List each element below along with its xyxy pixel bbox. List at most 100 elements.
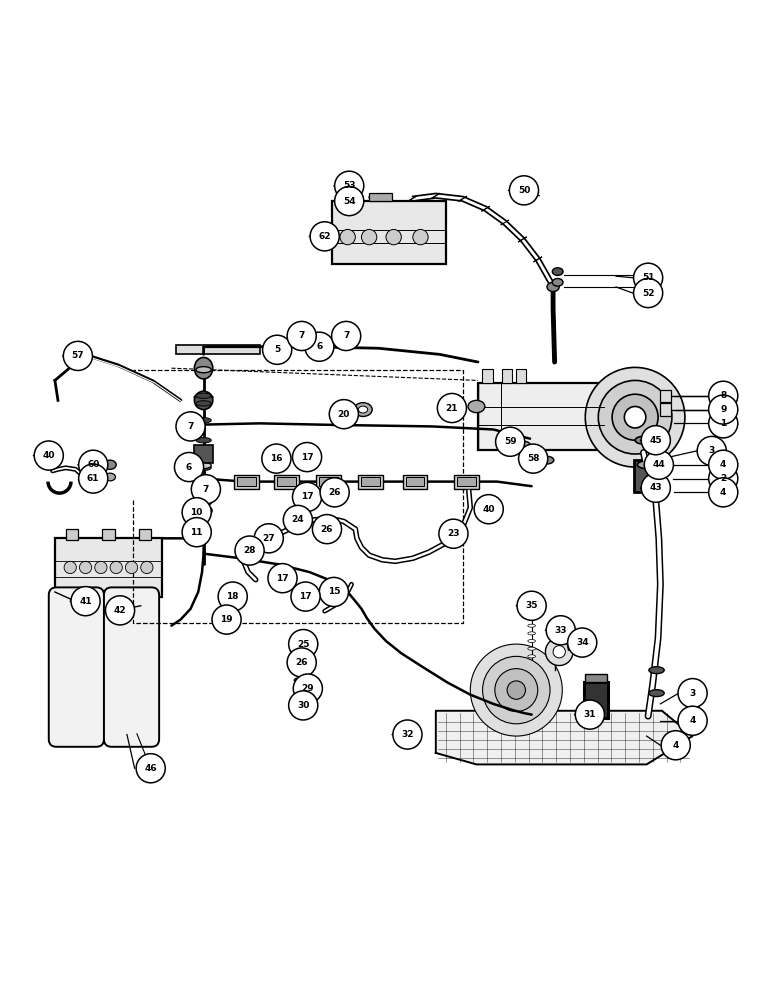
Circle shape <box>470 644 562 736</box>
Circle shape <box>612 394 658 440</box>
Circle shape <box>313 515 341 544</box>
Circle shape <box>289 630 318 659</box>
FancyBboxPatch shape <box>478 383 604 450</box>
Ellipse shape <box>547 282 559 292</box>
Text: 17: 17 <box>301 453 313 462</box>
Ellipse shape <box>528 647 536 650</box>
Circle shape <box>293 482 322 511</box>
Circle shape <box>678 679 707 708</box>
Circle shape <box>340 229 355 245</box>
Circle shape <box>174 452 204 482</box>
Circle shape <box>106 596 134 625</box>
Circle shape <box>64 561 76 574</box>
Circle shape <box>296 679 317 699</box>
Bar <box>660 390 671 402</box>
Bar <box>482 369 493 383</box>
Circle shape <box>495 669 538 712</box>
Bar <box>176 345 260 354</box>
Ellipse shape <box>294 677 310 683</box>
Ellipse shape <box>649 667 664 674</box>
Bar <box>457 477 476 486</box>
Text: 4: 4 <box>720 460 726 469</box>
Circle shape <box>262 335 292 364</box>
Ellipse shape <box>531 449 542 456</box>
Text: 6: 6 <box>317 342 323 351</box>
FancyBboxPatch shape <box>333 201 445 264</box>
Bar <box>584 682 608 718</box>
Circle shape <box>182 518 212 547</box>
Ellipse shape <box>528 639 536 643</box>
Bar <box>66 529 78 540</box>
Bar <box>660 403 671 416</box>
Text: 2: 2 <box>720 474 726 483</box>
Bar <box>288 515 308 527</box>
Circle shape <box>625 406 646 428</box>
Ellipse shape <box>468 400 485 413</box>
Circle shape <box>334 171 364 200</box>
Ellipse shape <box>518 441 530 448</box>
Circle shape <box>709 395 738 424</box>
Text: 26: 26 <box>296 658 308 667</box>
Text: 6: 6 <box>186 463 192 472</box>
Ellipse shape <box>552 268 563 275</box>
Circle shape <box>439 519 468 548</box>
Circle shape <box>254 524 283 553</box>
Polygon shape <box>436 711 692 764</box>
Text: 40: 40 <box>42 451 55 460</box>
Text: 7: 7 <box>188 422 194 431</box>
Circle shape <box>218 582 247 611</box>
Circle shape <box>79 450 108 479</box>
Text: 8: 8 <box>720 391 726 400</box>
Ellipse shape <box>294 687 310 693</box>
Ellipse shape <box>196 393 212 398</box>
Ellipse shape <box>196 462 212 469</box>
Text: 10: 10 <box>191 508 203 517</box>
Circle shape <box>291 582 320 611</box>
Ellipse shape <box>105 473 116 481</box>
Circle shape <box>709 478 738 507</box>
Circle shape <box>393 720 422 749</box>
Ellipse shape <box>196 465 212 470</box>
Text: 41: 41 <box>80 597 92 606</box>
Text: 1: 1 <box>720 419 726 428</box>
Text: 35: 35 <box>526 601 538 610</box>
Text: 53: 53 <box>343 181 355 190</box>
Text: 21: 21 <box>445 404 458 413</box>
Circle shape <box>413 229 428 245</box>
Circle shape <box>289 691 318 720</box>
Text: 25: 25 <box>297 640 310 649</box>
Circle shape <box>709 450 738 479</box>
Circle shape <box>79 464 108 493</box>
Ellipse shape <box>528 655 536 658</box>
Circle shape <box>361 229 377 245</box>
Text: 59: 59 <box>504 437 516 446</box>
Ellipse shape <box>354 403 372 416</box>
Bar <box>369 193 392 201</box>
Text: 54: 54 <box>343 197 356 206</box>
Ellipse shape <box>196 367 212 373</box>
Ellipse shape <box>528 616 536 620</box>
Circle shape <box>235 536 264 565</box>
Bar <box>195 445 213 463</box>
Circle shape <box>634 263 662 292</box>
Circle shape <box>297 701 306 710</box>
Ellipse shape <box>635 436 652 444</box>
Circle shape <box>546 616 575 645</box>
Circle shape <box>642 473 670 502</box>
Circle shape <box>296 639 307 649</box>
Circle shape <box>182 498 212 527</box>
Circle shape <box>709 409 738 438</box>
Text: 18: 18 <box>226 592 239 601</box>
Ellipse shape <box>241 544 255 554</box>
Circle shape <box>642 426 670 455</box>
Text: 3: 3 <box>689 689 696 698</box>
Bar <box>403 475 428 489</box>
Text: 7: 7 <box>343 331 350 340</box>
Text: 28: 28 <box>243 546 256 555</box>
Circle shape <box>287 648 317 677</box>
Circle shape <box>585 367 685 467</box>
Ellipse shape <box>224 591 239 602</box>
Circle shape <box>438 393 466 423</box>
Ellipse shape <box>369 194 378 200</box>
Circle shape <box>567 628 597 657</box>
